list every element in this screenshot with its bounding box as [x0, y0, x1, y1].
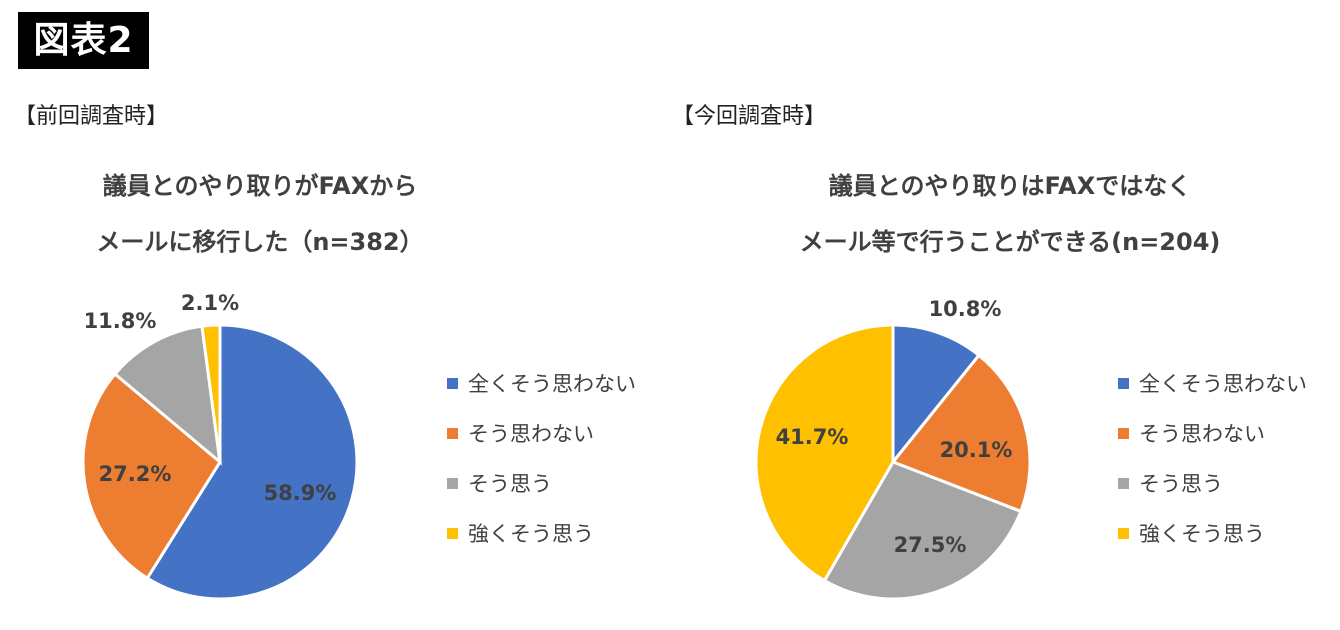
chart-title-line2: メールに移行した（n=382） [96, 228, 424, 256]
legend-swatch-blue [1118, 377, 1129, 389]
pie-slice [112, 324, 222, 466]
legend-label: そう思う [1139, 472, 1223, 496]
figure-label: 図表2 [18, 12, 149, 69]
data-label: 41.7% [776, 425, 849, 449]
panel-label-current: 【今回調査時】 [672, 104, 827, 129]
data-label: 58.9% [264, 481, 337, 505]
pie-slices-1 [754, 323, 1032, 601]
legend-current: 全くそう思わない そう思わない そう思う 強くそう思う [1118, 358, 1307, 558]
data-label: 2.1% [181, 291, 239, 315]
data-label: 11.8% [84, 309, 157, 333]
legend-swatch-yellow [447, 527, 458, 539]
legend-label: そう思わない [468, 422, 594, 446]
legend-item: 強くそう思う [447, 508, 636, 558]
legend-label: そう思う [468, 472, 552, 496]
chart-title-current: 議員とのやり取りはFAXではなく メール等で行うことができる(n=204) [740, 158, 1280, 270]
chart-title-line2: メール等で行うことができる(n=204) [799, 228, 1221, 256]
pie-slice [200, 323, 222, 463]
legend-label: 強くそう思う [1139, 522, 1265, 546]
panel-label-previous: 【前回調査時】 [14, 104, 169, 129]
chart-title-line1: 議員とのやり取りがFAXから [102, 172, 418, 200]
legend-item: 強くそう思う [1118, 508, 1307, 558]
legend-item: そう思う [1118, 458, 1307, 508]
legend-item: そう思わない [447, 408, 636, 458]
chart-title-previous: 議員とのやり取りがFAXから メールに移行した（n=382） [60, 158, 460, 270]
legend-swatch-gray [447, 477, 458, 489]
legend-label: 全くそう思わない [1139, 372, 1307, 396]
legend-swatch-gray [1118, 477, 1129, 489]
pie-slice [890, 353, 1032, 514]
legend-label: そう思わない [1139, 422, 1265, 446]
legend-swatch-blue [447, 377, 458, 389]
legend-swatch-orange [1118, 427, 1129, 439]
legend-item: そう思う [447, 458, 636, 508]
legend-label: 強くそう思う [468, 522, 594, 546]
legend-swatch-orange [447, 427, 458, 439]
data-label: 10.8% [929, 297, 1002, 321]
pie-slices-0 [81, 323, 359, 601]
legend-item: 全くそう思わない [447, 358, 636, 408]
legend-item: 全くそう思わない [1118, 358, 1307, 408]
data-label: 27.2% [99, 462, 172, 486]
legend-previous: 全くそう思わない そう思わない そう思う 強くそう思う [447, 358, 636, 558]
pie-slice [145, 323, 359, 601]
pie-slice [81, 371, 222, 581]
data-label: 20.1% [940, 438, 1013, 462]
legend-label: 全くそう思わない [468, 372, 636, 396]
legend-item: そう思わない [1118, 408, 1307, 458]
legend-swatch-yellow [1118, 527, 1129, 539]
data-label: 27.5% [894, 533, 967, 557]
chart-title-line1: 議員とのやり取りはFAXではなく [828, 172, 1192, 200]
pie-slice [891, 323, 982, 467]
pie-slice [754, 323, 895, 583]
